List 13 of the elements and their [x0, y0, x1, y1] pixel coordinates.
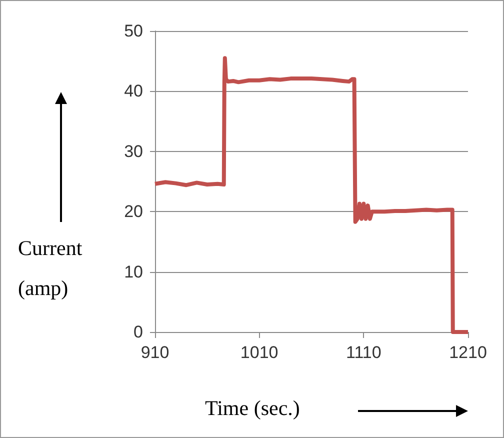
- x-tick-label: 910: [140, 343, 170, 362]
- y-tick-label: 20: [124, 202, 143, 222]
- x-tick-label: 1010: [240, 343, 278, 362]
- y-tick-label: 10: [124, 262, 143, 282]
- x-tick-label: 1110: [346, 343, 382, 362]
- y-tick-label: 40: [124, 82, 143, 101]
- y-tick-label: 30: [124, 142, 143, 161]
- x-axis-title: Time (sec.): [205, 396, 300, 421]
- x-tick-label: 1210: [449, 343, 487, 362]
- line-series: [153, 56, 470, 334]
- y-tick-label: 50: [124, 22, 143, 40]
- y-tick-label: 0: [134, 322, 143, 342]
- y-axis-title: Current (amp): [18, 236, 82, 300]
